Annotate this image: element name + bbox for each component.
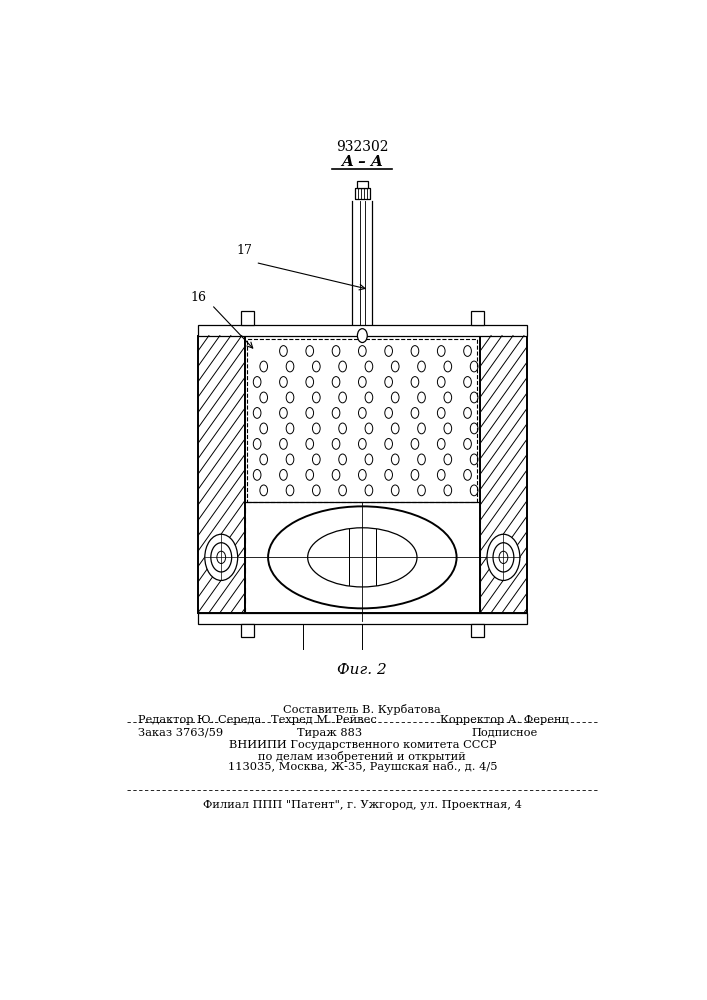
Text: Подписное: Подписное — [472, 728, 538, 738]
Bar — [357, 181, 368, 188]
Circle shape — [358, 329, 367, 343]
Text: Редактор Ю. Середа: Редактор Ю. Середа — [138, 715, 261, 725]
Text: 113035, Москва, Ж-35, Раушская наб., д. 4/5: 113035, Москва, Ж-35, Раушская наб., д. … — [228, 761, 497, 772]
Bar — [240, 311, 254, 325]
Text: Заказ 3763/59: Заказ 3763/59 — [138, 728, 223, 738]
Text: ВНИИПИ Государственного комитета СССР: ВНИИПИ Государственного комитета СССР — [228, 740, 496, 750]
Bar — [198, 325, 527, 336]
Text: по делам изобретений и открытий: по делам изобретений и открытий — [259, 751, 466, 762]
Text: Составитель В. Курбатова: Составитель В. Курбатова — [284, 704, 441, 715]
Text: Техред М. Рейвес: Техред М. Рейвес — [271, 715, 377, 725]
Bar — [240, 624, 254, 637]
Bar — [355, 188, 370, 199]
Text: Фиг. 2: Фиг. 2 — [337, 663, 387, 677]
Text: Филиал ППП "Патент", г. Ужгород, ул. Проектная, 4: Филиал ППП "Патент", г. Ужгород, ул. Про… — [203, 800, 522, 810]
Text: A – A: A – A — [341, 155, 383, 169]
Bar — [480, 336, 527, 613]
Text: 16: 16 — [190, 291, 206, 304]
Circle shape — [205, 534, 238, 580]
Bar — [198, 613, 527, 624]
Text: 17: 17 — [237, 244, 252, 257]
Bar — [471, 311, 484, 325]
Text: 932302: 932302 — [336, 140, 389, 154]
Bar — [198, 336, 245, 613]
Text: Корректор А. Ференц: Корректор А. Ференц — [440, 715, 569, 725]
Bar — [245, 336, 480, 613]
Bar — [471, 624, 484, 637]
Bar — [247, 339, 477, 502]
Circle shape — [487, 534, 520, 580]
Text: Тираж 883: Тираж 883 — [297, 728, 362, 738]
